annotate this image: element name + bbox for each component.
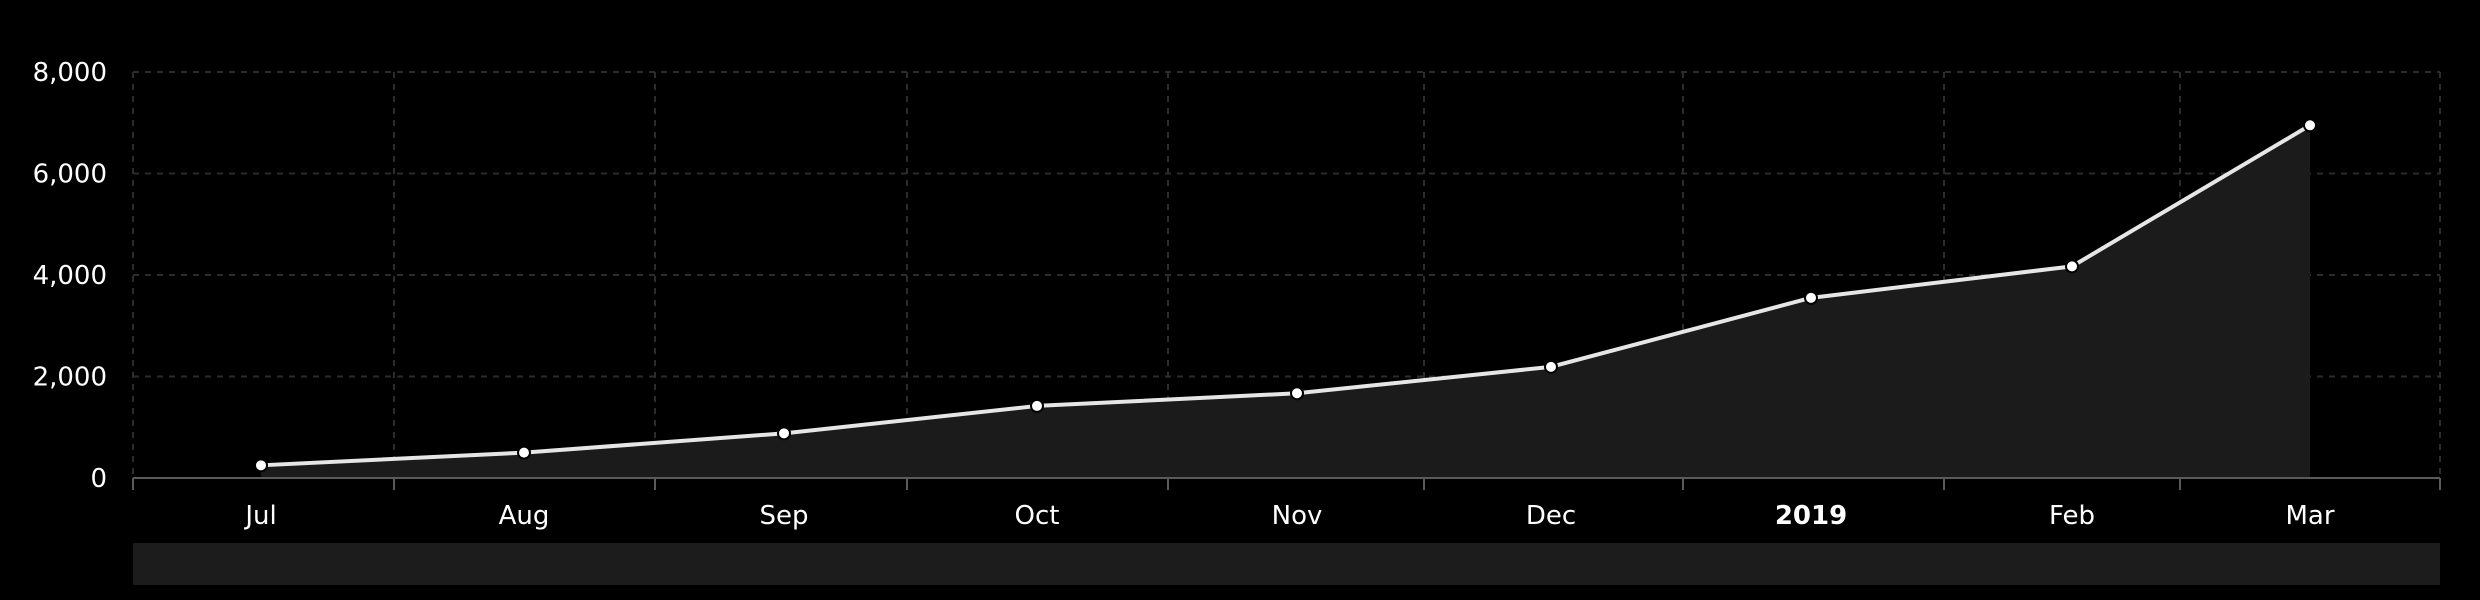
x-tick-label: Dec	[1526, 501, 1576, 531]
data-point-sep[interactable]	[778, 427, 790, 439]
y-tick-label: 2,000	[33, 363, 107, 393]
x-tick-label: Sep	[759, 501, 808, 531]
x-tick-label: Nov	[1272, 501, 1323, 531]
y-tick-label: 6,000	[33, 160, 107, 190]
x-tick-label: Mar	[2285, 501, 2334, 531]
data-point-feb[interactable]	[2066, 260, 2078, 272]
data-point-2019[interactable]	[1805, 292, 1817, 304]
x-tick-label: Jul	[243, 501, 276, 531]
data-point-mar[interactable]	[2304, 119, 2316, 131]
data-point-jul[interactable]	[255, 459, 267, 471]
x-tick-label: Feb	[2049, 501, 2095, 531]
x-tick-label: 2019	[1775, 501, 1847, 531]
data-point-dec[interactable]	[1545, 361, 1557, 373]
y-tick-label: 0	[90, 464, 107, 494]
y-tick-label: 8,000	[33, 58, 107, 88]
area-layer	[261, 125, 2310, 478]
data-point-oct[interactable]	[1031, 400, 1043, 412]
horizontal-scrollbar[interactable]	[133, 543, 2440, 585]
data-point-nov[interactable]	[1291, 387, 1303, 399]
x-tick-label: Oct	[1015, 501, 1060, 531]
y-tick-label: 4,000	[33, 261, 107, 291]
data-point-aug[interactable]	[518, 447, 530, 459]
x-tick-label: Aug	[499, 501, 550, 531]
series-area-fill	[261, 125, 2310, 478]
